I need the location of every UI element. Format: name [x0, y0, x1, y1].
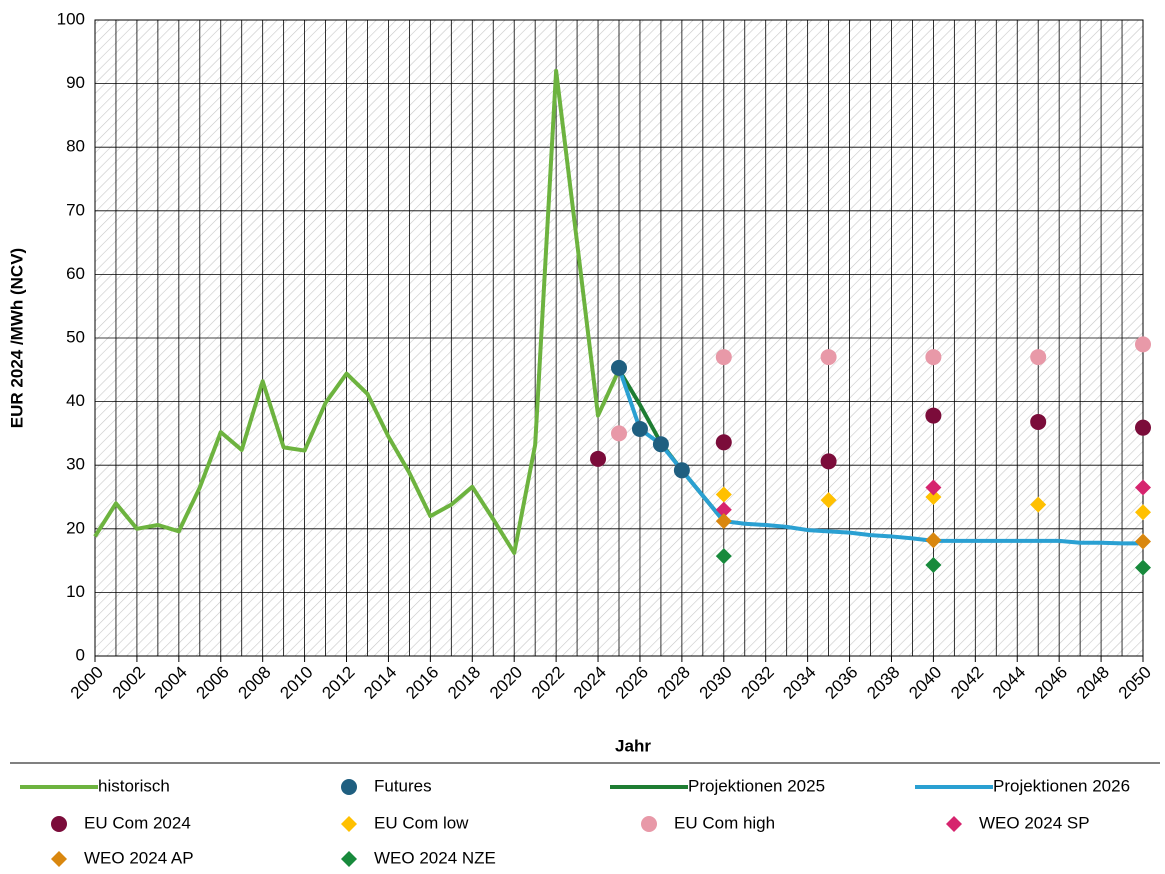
legend-swatch — [51, 851, 67, 867]
x-tick-label: 2030 — [696, 663, 736, 703]
marker — [925, 532, 942, 549]
marker — [1135, 533, 1151, 550]
x-tick-label: 2016 — [402, 663, 442, 703]
legend-swatch — [946, 816, 962, 832]
y-tick-label: 60 — [66, 264, 85, 283]
x-tick-label: 2008 — [234, 663, 274, 703]
x-tick-label: 2038 — [863, 663, 903, 703]
y-tick-label: 90 — [66, 73, 85, 92]
legend-item: WEO 2024 SP — [946, 813, 1090, 832]
legend-label: WEO 2024 NZE — [374, 848, 496, 867]
x-tick-label: 2046 — [1031, 663, 1071, 703]
legend-label: WEO 2024 AP — [84, 848, 194, 867]
x-tick-label: 2002 — [109, 663, 149, 703]
legend-label: EU Com high — [674, 813, 775, 832]
x-tick-label: 2018 — [444, 663, 484, 703]
y-tick-label: 40 — [66, 391, 85, 410]
marker — [673, 462, 690, 479]
marker — [1135, 559, 1151, 576]
marker — [1030, 413, 1047, 430]
marker — [925, 489, 942, 505]
marker — [1135, 504, 1151, 521]
marker — [925, 407, 942, 424]
legend-swatch — [341, 816, 357, 832]
legend-swatch — [641, 816, 657, 832]
x-tick-label: 2028 — [654, 663, 694, 703]
marker — [1030, 496, 1047, 513]
legend-item: Futures — [341, 776, 432, 795]
marker — [631, 420, 648, 437]
x-tick-label: 2044 — [989, 663, 1029, 703]
x-tick-label: 2050 — [1115, 663, 1155, 703]
marker — [715, 548, 732, 565]
marker — [820, 453, 837, 470]
legend-swatch — [51, 816, 67, 832]
marker — [925, 349, 942, 366]
marker — [1135, 419, 1151, 436]
x-tick-label: 2022 — [528, 663, 568, 703]
y-tick-label: 70 — [66, 200, 85, 219]
legend-label: EU Com low — [374, 813, 469, 832]
legend-item: EU Com low — [341, 813, 469, 832]
y-tick-label: 20 — [66, 518, 85, 537]
x-tick-label: 2034 — [779, 663, 819, 703]
x-tick-label: 2032 — [738, 663, 778, 703]
x-tick-label: 2036 — [821, 663, 861, 703]
legend-item: WEO 2024 AP — [51, 848, 194, 867]
legend-label: Projektionen 2025 — [688, 776, 825, 795]
line — [617, 367, 1143, 546]
x-tick-label: 2020 — [486, 663, 526, 703]
marker — [611, 359, 627, 376]
y-tick-label: 100 — [57, 9, 85, 28]
x-tick-label: 2014 — [360, 663, 400, 703]
legend-item: Projektionen 2026 — [915, 776, 1130, 795]
legend-item: historisch — [20, 776, 170, 795]
x-tick-label: 2024 — [570, 663, 610, 703]
line — [93, 68, 621, 555]
x-tick-label: 2042 — [947, 663, 987, 703]
marker — [1135, 336, 1151, 353]
legend-swatch — [341, 779, 357, 795]
marker — [820, 492, 837, 509]
legend-item: WEO 2024 NZE — [341, 848, 496, 867]
x-axis-label: Jahr — [615, 736, 651, 755]
y-tick-label: 80 — [66, 137, 85, 156]
legend-item: Projektionen 2025 — [610, 776, 825, 795]
marker — [1135, 479, 1151, 496]
x-tick-label: 2012 — [318, 663, 358, 703]
legend-label: EU Com 2024 — [84, 813, 191, 832]
marker — [715, 349, 732, 366]
x-tick-label: 2004 — [151, 663, 191, 703]
marker — [715, 486, 732, 503]
marker — [925, 557, 942, 574]
legend-item: EU Com high — [641, 813, 775, 832]
marker — [715, 513, 732, 530]
x-tick-label: 2010 — [276, 663, 316, 703]
marker — [652, 436, 669, 453]
legend-item: EU Com 2024 — [51, 813, 191, 832]
legend-label: Futures — [374, 776, 432, 795]
y-tick-label: 10 — [66, 582, 85, 601]
marker — [715, 501, 732, 518]
y-tick-label: 50 — [66, 327, 85, 346]
marker — [925, 479, 942, 496]
legend-label: historisch — [98, 776, 170, 795]
legend-label: Projektionen 2026 — [993, 776, 1130, 795]
legend-label: WEO 2024 SP — [979, 813, 1090, 832]
x-tick-label: 2006 — [193, 663, 233, 703]
y-axis-label: EUR 2024 /MWh (NCV) — [7, 248, 26, 428]
marker — [715, 434, 732, 451]
marker — [611, 425, 627, 442]
x-tick-label: 2026 — [612, 663, 652, 703]
x-tick-label: 2000 — [67, 663, 107, 703]
marker — [820, 349, 837, 366]
x-tick-label: 2040 — [905, 663, 945, 703]
y-tick-label: 30 — [66, 455, 85, 474]
y-tick-label: 0 — [76, 645, 85, 664]
marker — [1030, 349, 1047, 366]
marker — [590, 450, 607, 467]
x-tick-label: 2048 — [1073, 663, 1113, 703]
legend-swatch — [341, 851, 357, 867]
